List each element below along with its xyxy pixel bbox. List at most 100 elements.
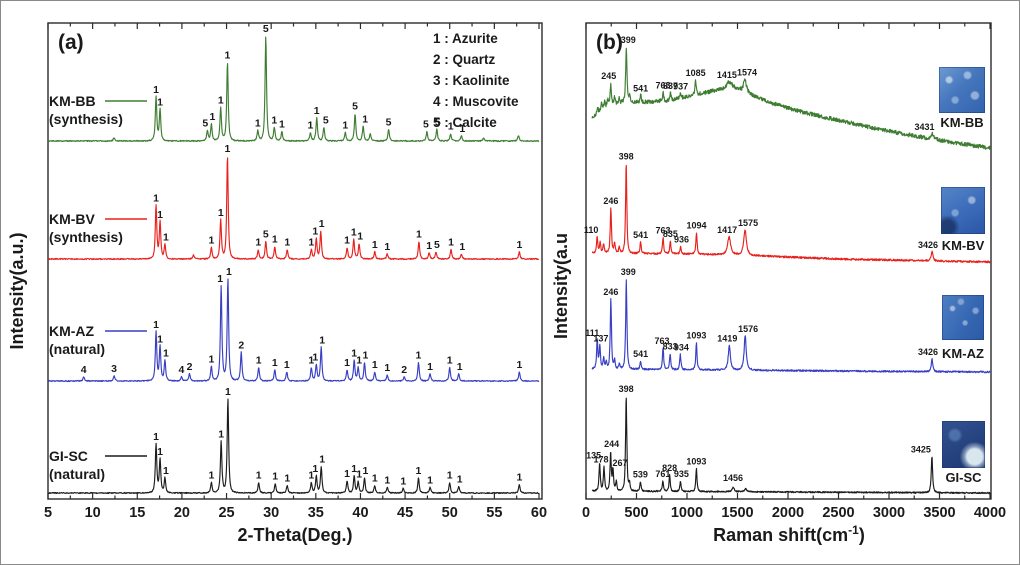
peak-label: 1 [226,266,232,278]
x-tick-label: 45 [397,505,413,521]
peak-label: 1 [284,359,290,371]
inset-photo-gi-sc [942,421,985,468]
peak-label: 178 [593,454,608,464]
peak-label: 1 [314,105,320,117]
peak-label: 1 [459,123,465,135]
x-tick-label: 15 [129,505,145,521]
peak-label: 1 [416,465,422,477]
peak-label: 1 [516,359,522,371]
peak-label: 1093 [686,331,706,341]
legend-item: 4 : Muscovite [433,94,519,109]
peak-label: 1 [272,357,278,369]
peak-label: 1 [372,472,378,484]
peak-label: 1093 [686,457,706,467]
y-axis-title: Intensity(a.u [551,233,571,339]
peak-label: 4 [179,364,185,376]
x-tick-label: 10 [85,505,101,521]
x-tick-label: 40 [352,505,368,521]
peak-label: 1417 [717,225,737,235]
x-tick-label: 4000 [974,505,1006,521]
peak-label: 246 [603,287,618,297]
peak-label: 1 [308,355,314,367]
peak-label: 1 [344,357,350,369]
peak-label: 1 [225,386,231,398]
peak-label: 763 [656,226,671,236]
peak-label: 763 [656,80,671,90]
peak-label: 1 [516,472,522,484]
peak-label: 935 [674,469,689,479]
peak-label: 111 [585,328,599,338]
peak-label: 5 [434,239,440,251]
peak-label: 833 [663,341,678,351]
peak-label: 1 [362,113,368,125]
peak-label: 3 [111,363,117,375]
peak-label: 1 [448,237,454,249]
peak-label: 1094 [686,221,706,231]
peak-label: 1 [256,355,262,367]
peak-label: 1 [279,119,285,131]
peak-label: 1 [218,428,224,440]
peak-label: 1 [312,352,318,364]
x-tick-label: 55 [486,505,502,521]
x-tick-label: 35 [308,505,324,521]
peak-label: 1 [272,471,278,483]
peak-label: 1 [372,359,378,371]
peak-label: 5 [352,101,358,113]
inset-photo-label: KM-AZ [942,346,984,361]
x-tick-label: 3000 [873,505,905,521]
peak-label: 399 [621,35,636,45]
raman-trace-km-az [591,279,991,374]
peak-label: 5 [323,114,329,126]
peak-label: 1 [218,207,224,219]
peak-label: 245 [601,71,616,81]
series-name: KM-BV [49,211,96,227]
series-qualifier: (synthesis) [49,229,123,245]
plot-frame [47,22,543,500]
peak-label: 399 [621,267,636,277]
panel-a: 5 10 15 20 25 30 35 40 45 50 55 60(a)2-Theta(Deg.)I… [7,22,547,545]
peak-label: 1 [363,350,369,362]
peak-label: 1 [372,239,378,251]
plot-frame [585,22,992,500]
peak-label: 1 [256,470,262,482]
peak-label: 1 [308,237,314,249]
peak-label: 1 [308,470,314,482]
peak-label: 835 [663,229,678,239]
peak-label: 934 [674,342,689,352]
peak-label: 1 [357,231,363,243]
peak-label: 1 [225,143,231,155]
peak-label: 1 [319,454,325,466]
inset-photo-km-az [942,295,984,340]
inset-photo-label: KM-BB [940,115,983,130]
peak-label: 1 [457,473,463,485]
series-name: GI-SC [49,448,88,464]
peak-label: 1 [255,118,261,130]
peak-label: 1 [351,348,357,360]
peak-label: 2 [238,339,244,351]
peak-label: 5 [263,228,269,240]
peak-label: 110 [584,225,599,235]
peak-label: 1419 [717,334,737,344]
peak-label: 135 [586,451,601,461]
peak-label: 267 [612,458,627,468]
inset-photo-km-bb [939,67,985,113]
peak-label: 541 [633,349,648,359]
series-qualifier: (natural) [49,341,105,357]
peak-label: 1085 [686,68,706,78]
peak-label: 1 [208,354,214,366]
peak-label: 1 [271,114,277,126]
xrd-trace-gi-sc [47,398,540,495]
inset-photo-label: GI-SC [945,470,982,485]
xrd-trace-km-bb [47,36,540,143]
peak-label: 3426 [918,347,938,357]
peak-label: 1 [426,240,432,252]
peak-label: 1 [157,97,163,109]
x-tick-label: 50 [442,505,458,521]
peak-label: 763 [655,336,670,346]
xrd-trace-km-az [47,278,540,383]
peak-label: 1 [218,94,224,106]
peak-label: 1 [209,111,215,123]
peak-label: 1 [384,362,390,374]
peak-label: 1 [459,241,465,253]
x-tick-label: 0 [582,505,590,521]
